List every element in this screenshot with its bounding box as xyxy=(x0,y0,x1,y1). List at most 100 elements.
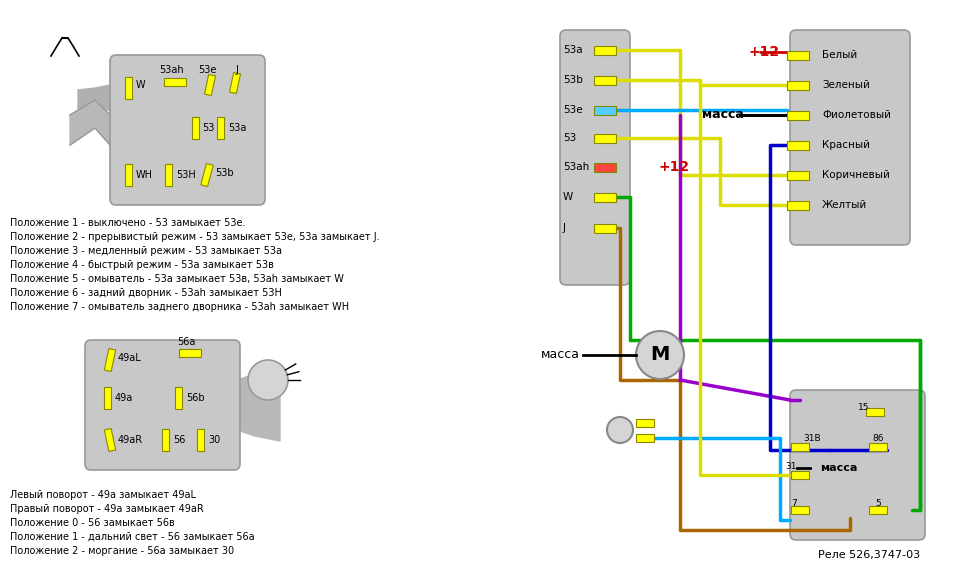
Bar xyxy=(636,434,654,442)
Bar xyxy=(217,117,224,139)
Text: 56a: 56a xyxy=(177,337,195,347)
Text: M: M xyxy=(650,346,670,365)
Circle shape xyxy=(607,417,633,443)
Text: 53ah: 53ah xyxy=(159,65,184,75)
Text: Желтый: Желтый xyxy=(822,200,867,210)
Bar xyxy=(197,429,204,451)
Text: 53b: 53b xyxy=(215,168,233,178)
Bar xyxy=(594,46,616,54)
Text: +12: +12 xyxy=(748,45,780,59)
Text: Положение 2 - моргание - 56а замыкает 30: Положение 2 - моргание - 56а замыкает 30 xyxy=(10,546,234,556)
Bar xyxy=(594,134,616,143)
Bar xyxy=(105,349,116,372)
Bar xyxy=(104,387,110,409)
Text: 56: 56 xyxy=(173,435,185,445)
Text: 30: 30 xyxy=(208,435,220,445)
Text: Белый: Белый xyxy=(822,50,857,60)
Text: W: W xyxy=(563,192,573,202)
Text: Положение 5 - омыватель - 53а замыкает 53в, 53ah замыкает W: Положение 5 - омыватель - 53а замыкает 5… xyxy=(10,274,344,284)
Bar xyxy=(594,192,616,202)
Text: Положение 7 - омыватель заднего дворника - 53ah замыкает WH: Положение 7 - омыватель заднего дворника… xyxy=(10,302,349,312)
Bar xyxy=(164,78,186,86)
FancyBboxPatch shape xyxy=(85,340,240,470)
Text: 53: 53 xyxy=(563,133,576,143)
Text: 31: 31 xyxy=(785,462,797,471)
FancyBboxPatch shape xyxy=(790,30,910,245)
Text: Коричневый: Коричневый xyxy=(822,170,890,180)
Text: 31B: 31B xyxy=(804,434,821,443)
Circle shape xyxy=(636,331,684,379)
Text: Реле 526,3747-03: Реле 526,3747-03 xyxy=(818,550,920,560)
Text: 53H: 53H xyxy=(176,170,196,180)
Text: масса: масса xyxy=(820,463,857,473)
Bar xyxy=(594,76,616,84)
Text: масса: масса xyxy=(702,109,744,121)
Text: J: J xyxy=(235,65,238,75)
Text: Положение 1 - выключено - 53 замыкает 53е.: Положение 1 - выключено - 53 замыкает 53… xyxy=(10,218,246,228)
Circle shape xyxy=(248,360,288,400)
Text: Положение 3 - медленный режим - 53 замыкает 53а: Положение 3 - медленный режим - 53 замык… xyxy=(10,246,282,256)
Bar xyxy=(791,443,809,451)
Bar xyxy=(164,164,172,186)
Bar xyxy=(161,429,169,451)
Bar xyxy=(125,164,132,186)
Text: 53a: 53a xyxy=(563,45,583,55)
Bar xyxy=(179,349,201,357)
Text: 15: 15 xyxy=(857,403,869,413)
Bar xyxy=(201,164,213,187)
Bar xyxy=(866,408,884,416)
Bar xyxy=(191,117,199,139)
Text: 49аR: 49аR xyxy=(118,435,143,445)
Text: Фиолетовый: Фиолетовый xyxy=(822,110,891,120)
Text: Положение 6 - задний дворник - 53ah замыкает 53Н: Положение 6 - задний дворник - 53ah замы… xyxy=(10,288,282,298)
Bar xyxy=(636,419,654,427)
Bar xyxy=(175,387,181,409)
Text: J: J xyxy=(563,223,566,233)
Text: 53e: 53e xyxy=(563,105,583,115)
FancyBboxPatch shape xyxy=(790,390,925,540)
Bar xyxy=(869,443,887,451)
FancyBboxPatch shape xyxy=(560,30,630,285)
Text: 86: 86 xyxy=(873,434,884,443)
Bar xyxy=(791,506,809,514)
Text: 56b: 56b xyxy=(186,393,204,403)
Text: Правый поворот - 49а замыкает 49аR: Правый поворот - 49а замыкает 49аR xyxy=(10,504,204,514)
Text: 7: 7 xyxy=(791,499,797,508)
Bar xyxy=(594,162,616,172)
Text: WH: WH xyxy=(136,170,153,180)
Polygon shape xyxy=(78,85,113,110)
Text: масса: масса xyxy=(541,349,580,361)
Text: 49aL: 49aL xyxy=(118,353,142,363)
Text: W: W xyxy=(136,80,146,90)
Bar xyxy=(787,201,809,209)
Text: 49а: 49а xyxy=(115,393,133,403)
Text: 53b: 53b xyxy=(563,75,583,85)
Bar xyxy=(105,428,116,451)
Text: Положение 1 - дальний свет - 56 замыкает 56а: Положение 1 - дальний свет - 56 замыкает… xyxy=(10,532,254,542)
Bar xyxy=(869,506,887,514)
Bar xyxy=(204,75,215,95)
Bar xyxy=(791,471,809,479)
Text: 53a: 53a xyxy=(228,123,247,133)
Text: 53: 53 xyxy=(202,123,214,133)
FancyBboxPatch shape xyxy=(110,55,265,205)
Text: Красный: Красный xyxy=(822,140,870,150)
Bar xyxy=(125,77,132,99)
Text: 5: 5 xyxy=(876,499,881,508)
Text: Положение 4 - быстрый режим - 53а замыкает 53в: Положение 4 - быстрый режим - 53а замыка… xyxy=(10,260,274,270)
Bar xyxy=(787,110,809,120)
Text: 53ah: 53ah xyxy=(563,162,589,172)
Text: +12: +12 xyxy=(658,160,689,174)
Bar xyxy=(787,140,809,150)
Bar xyxy=(787,50,809,60)
Bar xyxy=(787,80,809,90)
Bar xyxy=(594,106,616,114)
Bar xyxy=(229,72,241,94)
Bar xyxy=(594,224,616,232)
Polygon shape xyxy=(70,100,110,145)
Text: Левый поворот - 49а замыкает 49аL: Левый поворот - 49а замыкает 49аL xyxy=(10,490,196,500)
Bar xyxy=(787,171,809,180)
Text: Положение 0 - 56 замыкает 56в: Положение 0 - 56 замыкает 56в xyxy=(10,518,175,528)
Text: Положение 2 - прерывистый режим - 53 замыкает 53е, 53а замыкает J.: Положение 2 - прерывистый режим - 53 зам… xyxy=(10,232,379,242)
Text: Зеленый: Зеленый xyxy=(822,80,870,90)
